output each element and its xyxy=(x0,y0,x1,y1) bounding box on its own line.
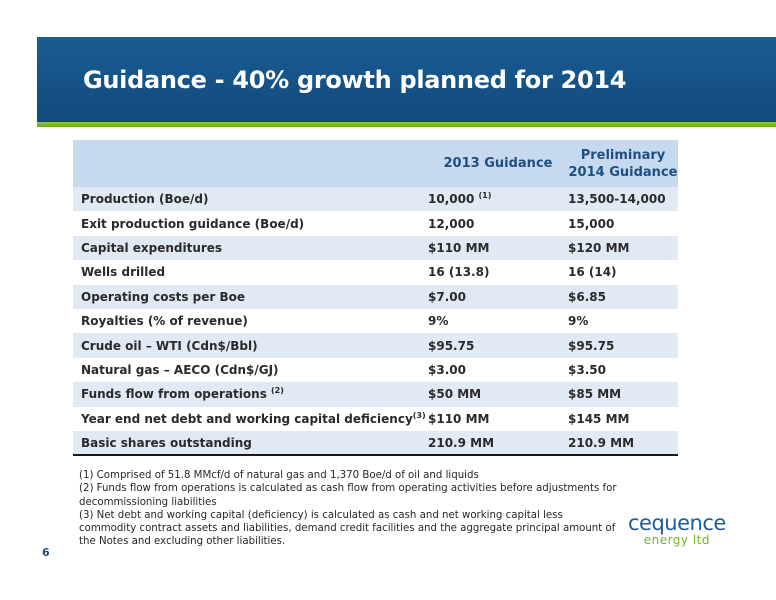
row-label-text: Exit production guidance (Boe/d) xyxy=(81,216,305,231)
logo-brand: cequence xyxy=(628,511,726,535)
table-row: Wells drilled 16 (13.8) 16 (14) xyxy=(73,260,678,284)
value-2014: $3.50 xyxy=(568,362,606,377)
row-label-text: Royalties (% of revenue) xyxy=(81,314,248,329)
row-label-text: Wells drilled xyxy=(81,265,166,280)
value-2013-footnote-ref: (1) xyxy=(478,191,492,201)
row-label: Operating costs per Boe xyxy=(73,284,428,309)
footnote-1: (1) Comprised of 51.8 MMcf/d of natural … xyxy=(79,470,479,481)
value-2014: 13,500-14,000 xyxy=(568,187,678,212)
value-2013-text: 12,000 xyxy=(428,216,475,231)
value-2013-text: 10,000 xyxy=(428,192,475,207)
value-2014: $120 MM xyxy=(568,235,678,261)
row-label-text: Basic shares outstanding xyxy=(81,435,252,450)
value-2013: 12,000 xyxy=(428,211,568,235)
value-2013-text: $3.00 xyxy=(428,362,466,377)
footnotes: (1) Comprised of 51.8 MMcf/d of natural … xyxy=(79,469,619,549)
table-row: Exit production guidance (Boe/d) 12,000 15… xyxy=(73,211,678,235)
value-2013: 10,000 (1) xyxy=(428,187,568,212)
table-row: Operating costs per Boe $7.00 $6.85 xyxy=(73,284,678,309)
value-2013-text: $95.75 xyxy=(428,338,475,353)
value-2013: $50 MM xyxy=(428,382,568,407)
value-2014: 16 (14) xyxy=(568,265,617,280)
row-label: Basic shares outstanding xyxy=(73,430,428,457)
row-label-footnote-ref: (2) xyxy=(271,386,284,396)
row-label: Production (Boe/d) xyxy=(73,187,428,212)
value-2014: $95.75 xyxy=(568,333,678,358)
table-row: Capital expenditures $110 MM $120 MM xyxy=(73,235,678,261)
row-label-text: Capital expenditures xyxy=(81,240,223,255)
page-number: 6 xyxy=(42,546,50,559)
footnote-3: (3) Net debt and working capital (defici… xyxy=(79,509,616,548)
value-2013: $7.00 xyxy=(428,284,568,309)
row-label: Natural gas – AECO (Cdn$/GJ) xyxy=(73,358,428,382)
value-2014: 15,000 xyxy=(568,216,615,231)
table-row: Crude oil – WTI (Cdn$/Bbl) $95.75 $95.75 xyxy=(73,333,678,358)
value-2014: $145 MM xyxy=(568,411,630,426)
value-2014: 210.9 MM xyxy=(568,430,678,457)
value-2013-text: $7.00 xyxy=(428,289,466,304)
value-2013: 16 (13.8) xyxy=(428,260,568,284)
value-2013-text: 9% xyxy=(428,314,449,329)
value-2013: 210.9 MM xyxy=(428,430,568,457)
row-label-text: Natural gas – AECO (Cdn$/GJ) xyxy=(81,362,279,377)
value-2013-text: $50 MM xyxy=(428,387,482,402)
value-2013-text: 16 (13.8) xyxy=(428,265,490,280)
row-label-text: Year end net debt and working capital de… xyxy=(81,411,413,426)
row-label: Wells drilled xyxy=(73,260,428,284)
value-2013: $3.00 xyxy=(428,358,568,382)
row-label-text: Funds flow from operations xyxy=(81,387,272,402)
header-2013: 2013 Guidance xyxy=(428,140,568,187)
row-label-text: Crude oil – WTI (Cdn$/Bbl) xyxy=(81,338,258,353)
value-2014: 9% xyxy=(568,314,589,329)
row-label: Exit production guidance (Boe/d) xyxy=(73,211,428,235)
value-2013: $95.75 xyxy=(428,333,568,358)
title-underline xyxy=(37,122,776,127)
row-label: Capital expenditures xyxy=(73,235,428,261)
value-2013-text: $110 MM xyxy=(428,411,490,426)
table-row: Production (Boe/d) 10,000 (1) 13,500-14,00… xyxy=(73,187,678,212)
logo-subtitle: energy ltd xyxy=(643,533,710,547)
value-2013-text: $110 MM xyxy=(428,240,490,255)
value-2013-text: 210.9 MM xyxy=(428,435,495,450)
table-row: Funds flow from operations (2) $50 MM $85 … xyxy=(73,382,678,407)
value-2014: $6.85 xyxy=(568,284,678,309)
value-2013: $110 MM xyxy=(428,235,568,261)
table-row: Year end net debt and working capital de… xyxy=(73,407,678,431)
table-row: Basic shares outstanding 210.9 MM 210.9 MM xyxy=(73,430,678,457)
header-label xyxy=(73,140,428,187)
company-logo: cequence energy ltd xyxy=(628,512,748,546)
table-row: Natural gas – AECO (Cdn$/GJ) $3.00 $3.50 xyxy=(73,358,678,382)
row-label-text: Production (Boe/d) xyxy=(81,192,209,207)
title-band: Guidance - 40% growth planned for 2014 xyxy=(37,37,776,122)
slide-title: Guidance - 40% growth planned for 2014 xyxy=(83,65,627,94)
value-2013: 9% xyxy=(428,309,568,333)
value-2013: $110 MM xyxy=(428,407,568,431)
row-label: Year end net debt and working capital de… xyxy=(73,407,428,431)
table-row: Royalties (% of revenue) 9% 9% xyxy=(73,309,678,333)
row-label: Royalties (% of revenue) xyxy=(73,309,428,333)
row-label: Crude oil – WTI (Cdn$/Bbl) xyxy=(73,333,428,358)
table-body: Production (Boe/d) 10,000 (1) 13,500-14,00… xyxy=(73,187,678,457)
footnote-2: (2) Funds flow from operations is calcul… xyxy=(79,483,617,508)
row-label: Funds flow from operations (2) xyxy=(73,382,428,407)
guidance-table: 2013 Guidance Preliminary 2014 Guidance … xyxy=(73,140,678,457)
row-label-text: Operating costs per Boe xyxy=(81,289,246,304)
row-label-footnote-ref: (3) xyxy=(412,410,426,420)
header-2014: Preliminary 2014 Guidance xyxy=(568,140,678,187)
value-2014: $85 MM xyxy=(568,382,678,407)
table-header-row: 2013 Guidance Preliminary 2014 Guidance xyxy=(73,140,678,187)
